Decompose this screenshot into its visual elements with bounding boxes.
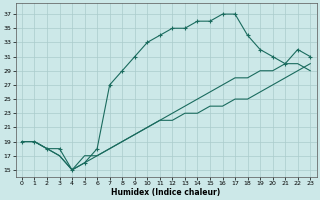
X-axis label: Humidex (Indice chaleur): Humidex (Indice chaleur) xyxy=(111,188,221,197)
